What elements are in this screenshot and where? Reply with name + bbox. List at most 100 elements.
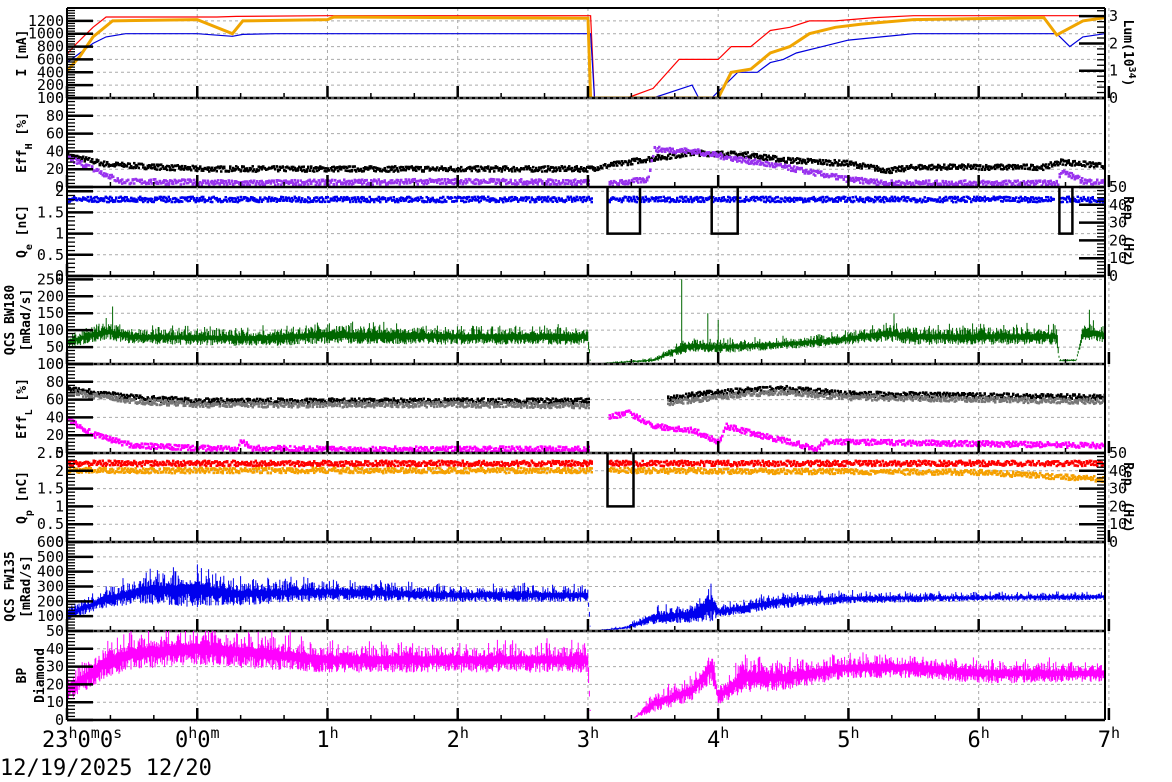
y-axis-label: Qe [nC] — [15, 205, 35, 258]
y-tick-label: 2 — [55, 182, 64, 200]
y-axis-label: Diamond — [33, 648, 48, 703]
y-right-tick-label: 20 — [1109, 497, 1127, 515]
y-right-tick-label: 50 — [1109, 178, 1127, 196]
series-group — [67, 187, 1105, 235]
y-right-axis-label: Rep. (Hz) — [1120, 462, 1135, 532]
x-tick-label: 2h — [447, 724, 469, 753]
y-tick-label: 400 — [37, 563, 64, 581]
y-tick-label: 1.5 — [37, 203, 64, 221]
y-right-tick-label: 30 — [1109, 480, 1127, 498]
y-right-axis-label: Lum(1034) — [1120, 20, 1138, 87]
y-right-tick-label: 0 — [1109, 533, 1118, 551]
y-tick-label: 40 — [46, 408, 64, 426]
y-tick-label: 80 — [46, 373, 64, 391]
y-tick-label: 50 — [46, 338, 64, 356]
y-right-axis-label: Rep. (Hz) — [1120, 196, 1135, 266]
y-right-tick-label: 10 — [1109, 515, 1127, 533]
series-group — [67, 631, 1105, 718]
y-tick-label: 1 — [55, 497, 64, 515]
y-tick-label: 40 — [46, 640, 64, 658]
y-right-tick-label: 30 — [1109, 214, 1127, 232]
y-right-tick-label: 0 — [1109, 267, 1118, 285]
y-axis-label: I [mA] — [15, 30, 30, 77]
series-bp-diamond-dose — [67, 631, 1105, 718]
series-ler-current — [67, 15, 1105, 98]
x-tick-label: 0h0m — [175, 724, 220, 753]
y-tick-label: 0.5 — [37, 246, 64, 264]
y-tick-label: 2 — [55, 462, 64, 480]
y-tick-label: 80 — [46, 107, 64, 125]
y-tick-label: 20 — [46, 160, 64, 178]
y-tick-label: 1200 — [28, 12, 64, 30]
y-tick-label: 60 — [46, 125, 64, 143]
x-tick-label: 3h — [577, 724, 599, 753]
y-tick-label: 50 — [46, 622, 64, 640]
series-qe-blue — [67, 195, 1105, 204]
y-axis-label: EffH [%] — [15, 112, 35, 173]
y-right-tick-label: 0 — [1109, 89, 1118, 107]
y-tick-label: 200 — [37, 287, 64, 305]
y-axis-label: [mRad/s] — [19, 555, 34, 618]
y-tick-label: 20 — [46, 675, 64, 693]
y-right-tick-label: 3 — [1109, 7, 1118, 25]
x-tick-label: 23h0m0s — [42, 724, 122, 753]
y-tick-label: 20 — [46, 426, 64, 444]
x-tick-label: 7h — [1098, 724, 1120, 753]
y-right-tick-label: 20 — [1109, 231, 1127, 249]
y-axis-label: EffL [%] — [15, 378, 35, 439]
series-rep-rate-p — [606, 453, 635, 508]
y-right-tick-label: 40 — [1109, 196, 1127, 214]
y-axis-label: BP — [15, 668, 30, 684]
x-tick-label: 6h — [968, 724, 990, 753]
y-tick-label: 1.5 — [37, 480, 64, 498]
y-axis-label: QCS BW180 — [3, 285, 18, 356]
y-tick-label: 500 — [37, 548, 64, 566]
y-tick-label: 1000 — [28, 25, 64, 43]
y-tick-label: 250 — [37, 270, 64, 288]
y-tick-label: 0 — [55, 89, 64, 107]
y-tick-label: 100 — [37, 321, 64, 339]
y-tick-label: 10 — [46, 693, 64, 711]
series-effl-magenta — [67, 409, 1105, 453]
y-tick-label: 400 — [37, 63, 64, 81]
series-group — [67, 564, 1105, 631]
y-tick-label: 30 — [46, 658, 64, 676]
series-her-current — [67, 33, 1105, 98]
series-group — [67, 384, 1105, 453]
y-tick-label: 300 — [37, 578, 64, 596]
y-axis-label: QCS FW135 — [3, 551, 18, 621]
x-tick-label: 5h — [837, 724, 859, 753]
series-effl-gray — [67, 388, 1105, 410]
series-effl-black — [67, 384, 1105, 406]
y-right-tick-label: 50 — [1109, 444, 1127, 462]
series-effh-black — [67, 149, 1105, 175]
y-right-tick-label: 40 — [1109, 462, 1127, 480]
y-tick-label: 600 — [37, 50, 64, 68]
y-tick-label: 0 — [55, 444, 64, 462]
x-tick-label: 4h — [707, 724, 729, 753]
series-group — [67, 453, 1105, 508]
y-tick-label: 100 — [37, 89, 64, 107]
series-group — [67, 145, 1105, 187]
y-tick-label: 0 — [55, 711, 64, 729]
y-tick-label: 40 — [46, 142, 64, 160]
series-qcs-bw180-dose — [67, 279, 1105, 364]
series-qp-red — [67, 459, 1105, 468]
series-group — [67, 15, 1105, 98]
y-tick-label: 0 — [55, 533, 64, 551]
y-tick-label: 800 — [37, 38, 64, 56]
y-tick-label: 60 — [46, 391, 64, 409]
series-qcs-fw135-dose — [67, 564, 1105, 631]
y-tick-label: 0 — [55, 267, 64, 285]
y-tick-label: 1 — [55, 225, 64, 243]
y-right-tick-label: 2 — [1109, 34, 1118, 52]
y-axis-label: [mRad/s] — [19, 289, 34, 352]
y-tick-label: 100 — [37, 355, 64, 373]
y-tick-label: 600 — [37, 533, 64, 551]
